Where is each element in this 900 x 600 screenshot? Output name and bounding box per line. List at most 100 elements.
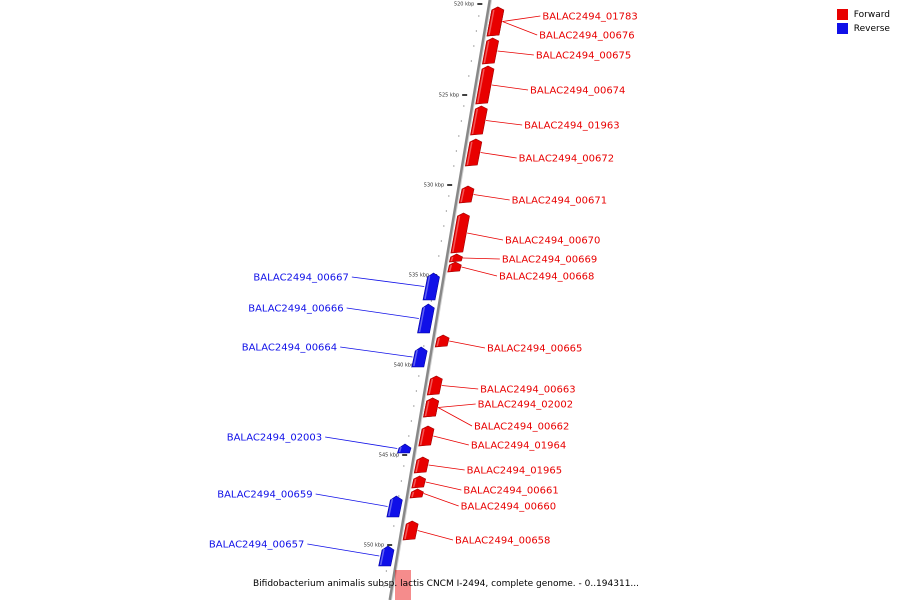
gene-label: BALAC2494_01783 — [542, 12, 637, 23]
gene-arrow-shade — [413, 349, 418, 367]
gene-BALAC2494_00667: BALAC2494_00667 — [253, 272, 440, 301]
tick-label: 540 kbp — [394, 363, 414, 369]
gene-label: BALAC2494_01964 — [471, 441, 566, 452]
gene-BALAC2494_00670: BALAC2494_00670 — [450, 212, 600, 254]
tick-label: 520 kbp — [454, 2, 474, 8]
legend-label-forward: Forward — [853, 9, 890, 20]
gene-arrow — [378, 545, 395, 567]
tick-label: 525 kbp — [439, 93, 459, 99]
gene-arrow-shade — [424, 400, 430, 417]
gene-leader — [480, 152, 517, 159]
gene-label: BALAC2494_00675 — [536, 51, 631, 62]
gene-label: BALAC2494_00661 — [463, 486, 558, 497]
gene-label: BALAC2494_00658 — [455, 536, 550, 547]
gene-arrow-shade — [448, 264, 453, 272]
gene-arrow — [458, 185, 475, 204]
gene-BALAC2494_00664: BALAC2494_00664 — [242, 343, 428, 368]
gene-arrow — [418, 425, 435, 447]
gene-partial — [395, 570, 411, 600]
gene-BALAC2494_00660: BALAC2494_00660 — [409, 488, 556, 513]
legend-item-forward: Forward — [836, 9, 890, 20]
gene-arrow — [402, 520, 419, 541]
gene-leader — [425, 481, 462, 491]
gene-BALAC2494_00676: BALAC2494_00676 — [486, 6, 635, 42]
gene-BALAC2494_00674: BALAC2494_00674 — [475, 65, 625, 105]
gene-arrow-shade — [388, 498, 394, 517]
gene-arrow — [481, 37, 500, 65]
gene-arrow-shade — [450, 256, 454, 262]
gene-label: BALAC2494_00674 — [530, 86, 625, 97]
gene-leader — [417, 530, 454, 541]
gene-leader — [467, 232, 504, 241]
gene-label: BALAC2494_02002 — [478, 400, 573, 411]
gene-leader — [433, 435, 469, 446]
gene-leader — [491, 84, 529, 91]
gene-BALAC2494_00658: BALAC2494_00658 — [402, 520, 550, 547]
gene-label: BALAC2494_00667 — [253, 273, 348, 284]
gene-leader — [502, 21, 538, 36]
gene-leader — [351, 276, 425, 287]
gene-BALAC2494_00672: BALAC2494_00672 — [464, 138, 614, 167]
gene-leader — [473, 194, 510, 201]
gene-label: BALAC2494_01963 — [524, 121, 619, 132]
gene-BALAC2494_00671: BALAC2494_00671 — [458, 185, 607, 207]
gene-arrow-shade — [466, 141, 473, 166]
gene-leader — [346, 307, 419, 319]
gene-BALAC2494_00659: BALAC2494_00659 — [217, 490, 403, 518]
gene-arrow — [422, 272, 440, 301]
gene-arrow — [386, 495, 403, 518]
gene-BALAC2494_01964: BALAC2494_01964 — [418, 425, 566, 452]
gene-label: BALAC2494_00676 — [539, 31, 634, 42]
gene-leader — [325, 436, 398, 449]
gene-leader — [423, 493, 459, 507]
gene-leader — [340, 346, 413, 358]
genome-backbone-highlight — [391, 0, 492, 600]
gene-label: BALAC2494_00663 — [480, 385, 575, 396]
gene-arrow-shade — [379, 548, 385, 566]
gene-arrow-shade — [419, 428, 425, 446]
gene-BALAC2494_01963: BALAC2494_01963 — [470, 105, 620, 136]
gene-arrow — [409, 488, 424, 499]
gene-arrow — [448, 253, 464, 263]
gene-leader — [315, 493, 388, 507]
tick-label: 530 kbp — [424, 183, 444, 189]
gene-arrow-shade — [424, 275, 431, 300]
gene-arrow-shade — [476, 68, 485, 104]
gene-arrow — [464, 138, 483, 167]
gene-arrow — [411, 346, 428, 368]
gene-arrow-shade — [488, 9, 495, 36]
gene-leader — [497, 50, 534, 56]
gene-leader — [502, 15, 541, 22]
gene-label: BALAC2494_00666 — [248, 304, 343, 315]
gene-label: BALAC2494_00671 — [512, 196, 607, 207]
gene-leader — [428, 464, 465, 471]
gene-arrow — [450, 212, 470, 254]
gene-BALAC2494_00666: BALAC2494_00666 — [248, 303, 435, 334]
gene-arrow-shade — [415, 459, 420, 473]
gene-arrow — [397, 443, 412, 454]
legend-swatch-reverse — [836, 23, 848, 34]
gene-arrow-shade — [398, 446, 402, 453]
gene-arrow — [417, 303, 435, 334]
gene-arrow-shade — [411, 491, 415, 498]
gene-label: BALAC2494_01965 — [467, 466, 562, 477]
gene-arrow-shade — [418, 306, 426, 333]
gene-arrow — [447, 261, 462, 273]
gene-BALAC2494_00662: BALAC2494_00662 — [423, 397, 569, 433]
tick-label: 535 kbp — [409, 273, 429, 279]
gene-BALAC2494_01965: BALAC2494_01965 — [413, 456, 562, 477]
gene-leader — [485, 120, 523, 126]
gene-leader — [437, 407, 473, 427]
gene-arrow-shade — [471, 108, 479, 135]
gene-leader — [449, 340, 486, 349]
gene-label: BALAC2494_00669 — [502, 255, 597, 266]
gene-label: BALAC2494_00665 — [487, 344, 582, 355]
gene-BALAC2494_00669: BALAC2494_00669 — [448, 253, 597, 266]
gene-leader — [441, 385, 479, 390]
gene-label: BALAC2494_00670 — [505, 236, 600, 247]
gene-arrow-shade — [412, 478, 417, 488]
genome-backbone — [388, 0, 492, 600]
gene-label: BALAC2494_00659 — [217, 490, 312, 501]
gene-arrow — [434, 334, 450, 348]
gene-BALAC2494_00657: BALAC2494_00657 — [209, 540, 395, 567]
